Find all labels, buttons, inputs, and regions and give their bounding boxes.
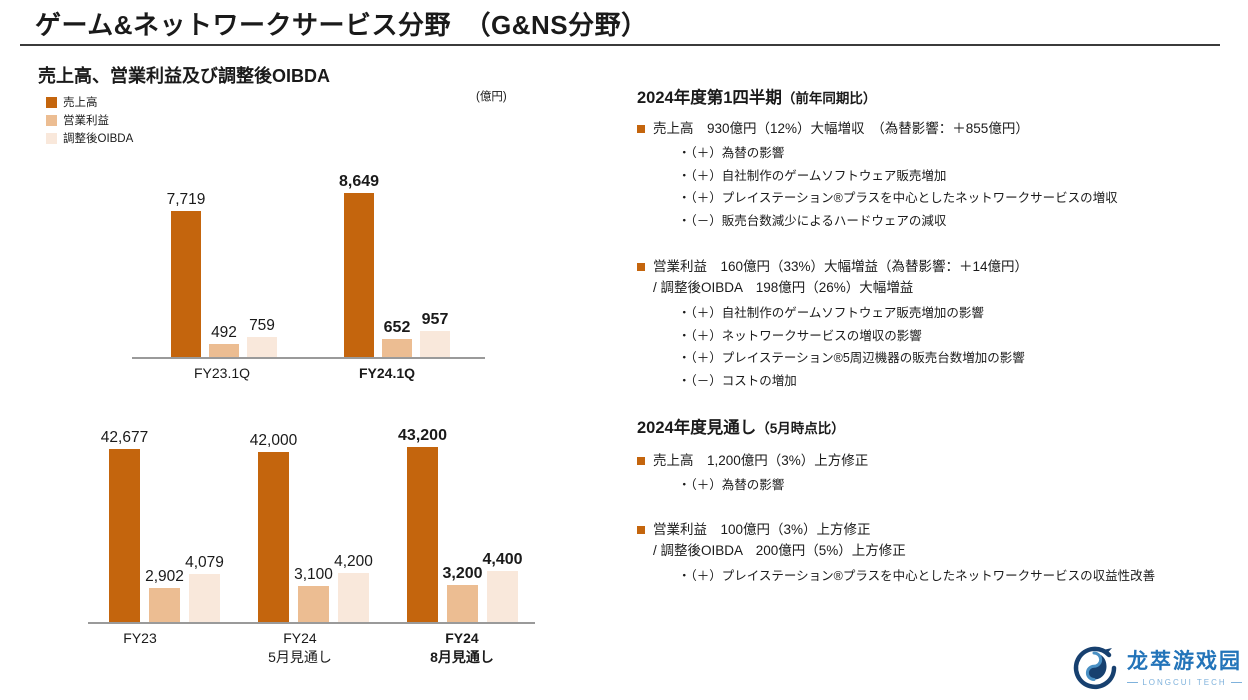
bar-value-label: 4,200 bbox=[334, 553, 373, 570]
bar-value-label: 652 bbox=[383, 319, 411, 336]
bullet-block-operating-income-q1: 営業利益 160億円（33%）大幅増益（為替影響：＋14億円） / 調整後OIB… bbox=[637, 257, 1237, 392]
logo-subtitle-text: LONGCUI TECH bbox=[1142, 678, 1227, 687]
sub-bullet: ・（＋）為替の影響 bbox=[678, 478, 785, 492]
bullet-headline-second-line: / 調整後OIBDA 200億円（5%）上方修正 bbox=[653, 542, 906, 558]
page-title: ゲーム&ネットワークサービス分野 （G&NS分野） bbox=[35, 10, 648, 40]
legend-item-sales: 売上高 bbox=[46, 93, 133, 111]
sub-bullet-list: ・（＋）為替の影響 bbox=[637, 474, 1237, 497]
chart-section-title: 売上高、営業利益及び調整後OIBDA bbox=[38, 66, 330, 86]
sub-bullet: ・（＋）ネットワークサービスの増収の影響 bbox=[678, 328, 922, 343]
bar-operating-income bbox=[382, 339, 412, 357]
sub-bullet: ・（－）コストの増加 bbox=[678, 373, 797, 388]
bar-adjusted-oibda bbox=[338, 573, 369, 622]
logo-subtitle: LONGCUI TECH bbox=[1127, 678, 1242, 687]
bar-value-label: 3,100 bbox=[294, 566, 333, 583]
logo-dash-left bbox=[1127, 682, 1139, 683]
bar-value-label: 492 bbox=[211, 324, 237, 341]
bullet-headline-second-line: / 調整後OIBDA 198億円（26%）大幅増益 bbox=[653, 280, 914, 295]
sub-bullet: ・（＋）自社制作のゲームソフトウェア販売増加 bbox=[678, 168, 947, 183]
logo-name: 龙萃游戏园 bbox=[1127, 650, 1242, 673]
bar-value-label: 957 bbox=[421, 311, 449, 328]
bullet-block-sales-outlook: 売上高 1,200億円（3%）上方修正 ・（＋）為替の影響 bbox=[637, 451, 1237, 497]
bar-sales bbox=[258, 452, 289, 622]
bar-operating-income bbox=[298, 586, 329, 622]
bullet-square-icon bbox=[637, 457, 645, 465]
x-axis-chart2 bbox=[88, 622, 535, 624]
sub-bullet-list: ・（＋）プレイステーション®プラスを中心としたネットワークサービスの収益性改善 bbox=[637, 565, 1237, 588]
bullet-square-icon bbox=[637, 125, 645, 133]
logo-text: 龙萃游戏园 LONGCUI TECH bbox=[1127, 645, 1242, 687]
category-label: FY24 8月見通し bbox=[430, 630, 494, 665]
legend-swatch-adjusted-oibda bbox=[46, 132, 57, 144]
bar-adjusted-oibda bbox=[487, 571, 518, 622]
bar-value-label: 4,079 bbox=[185, 554, 224, 571]
legend-label-operating-income: 営業利益 bbox=[63, 115, 109, 127]
legend-item-operating-income: 営業利益 bbox=[46, 111, 133, 129]
bar-adjusted-oibda bbox=[420, 331, 450, 357]
chart-legend: 売上高 営業利益 調整後OIBDA bbox=[46, 93, 133, 147]
category-label: FY24 5月見通し bbox=[268, 630, 332, 665]
legend-label-adjusted-oibda: 調整後OIBDA bbox=[63, 133, 134, 145]
bullet-block-operating-income-outlook: 営業利益 100億円（3%）上方修正 / 調整後OIBDA 200億円（5%）上… bbox=[637, 520, 1237, 588]
logo-dragon-circle-icon bbox=[1073, 646, 1117, 690]
bullet-block-sales-q1: 売上高 930億円（12%）大幅増収 （為替影響：＋855億円） ・（＋）為替の… bbox=[637, 119, 1237, 232]
sub-bullet: ・（＋）自社制作のゲームソフトウェア販売増加の影響 bbox=[678, 306, 984, 320]
sub-bullet: ・（＋）為替の影響 bbox=[678, 146, 785, 160]
bullet-headline: 売上高 930億円（12%）大幅増収 （為替影響：＋855億円） bbox=[637, 119, 1237, 139]
legend-swatch-sales bbox=[46, 96, 57, 108]
sub-bullet: ・（－）販売台数減少によるハードウェアの減収 bbox=[678, 213, 947, 228]
bullet-headline-text: 営業利益 100億円（3%）上方修正 bbox=[653, 521, 871, 537]
bar-value-label: 7,719 bbox=[166, 191, 206, 208]
bar-value-label: 42,000 bbox=[249, 432, 298, 449]
bar-adjusted-oibda bbox=[247, 337, 277, 357]
bullet-square-icon bbox=[637, 525, 645, 534]
sub-bullet: ・（＋）プレイステーション®プラスを中心としたネットワークサービスの収益性改善 bbox=[678, 568, 1156, 583]
section-q1-results: 2024年度第1四半期（前年同期比） 売上高 930億円（12%）大幅増収 （為… bbox=[637, 88, 1237, 392]
bar-operating-income bbox=[149, 588, 180, 622]
bar-value-label: 8,649 bbox=[338, 173, 380, 190]
bullet-headline-text: 売上高 930億円（12%）大幅増収 （為替影響：＋855億円） bbox=[653, 121, 1029, 136]
legend-item-adjusted-oibda: 調整後OIBDA bbox=[46, 129, 133, 147]
category-label: FY23 bbox=[123, 630, 157, 646]
bar-value-label: 43,200 bbox=[398, 427, 447, 444]
x-axis-chart1 bbox=[132, 357, 485, 359]
bar-value-label: 42,677 bbox=[100, 429, 149, 446]
bar-adjusted-oibda bbox=[189, 574, 220, 622]
bar-value-label: 4,400 bbox=[482, 551, 523, 568]
bullet-headline: 営業利益 160億円（33%）大幅増益（為替影響：＋14億円） bbox=[637, 257, 1237, 277]
category-label: FY24.1Q bbox=[358, 365, 416, 381]
bar-sales bbox=[109, 449, 140, 622]
bar-value-label: 759 bbox=[249, 317, 275, 334]
section-heading-q1: 2024年度第1四半期（前年同期比） bbox=[637, 89, 877, 107]
section-fy-outlook: 2024年度見通し（5月時点比） 売上高 1,200億円（3%）上方修正 ・（＋… bbox=[637, 418, 1237, 587]
sub-bullet: ・（＋）プレイステーション®5周辺機器の販売台数増加の影響 bbox=[678, 351, 1025, 365]
bullet-headline-text: 売上高 1,200億円（3%）上方修正 bbox=[653, 453, 869, 468]
category-label: FY23.1Q bbox=[193, 365, 251, 381]
bullet-headline: 売上高 1,200億円（3%）上方修正 bbox=[637, 451, 1237, 471]
bar-value-label: 3,200 bbox=[442, 565, 483, 582]
chart-unit-label: (億円) bbox=[476, 91, 507, 103]
bar-operating-income bbox=[209, 344, 239, 357]
title-underline bbox=[20, 44, 1220, 46]
logo-dash-right bbox=[1230, 682, 1242, 683]
sub-bullet-list: ・（＋）自社制作のゲームソフトウェア販売増加の影響 ・（＋）ネットワークサービスの… bbox=[637, 302, 1237, 392]
bar-operating-income bbox=[447, 585, 478, 622]
sub-bullet: ・（＋）プレイステーション®プラスを中心としたネットワークサービスの増収 bbox=[678, 191, 1118, 205]
section-heading-outlook: 2024年度見通し（5月時点比） bbox=[637, 419, 845, 437]
bar-sales bbox=[344, 193, 374, 357]
bar-sales bbox=[407, 447, 438, 622]
bar-value-label: 2,902 bbox=[145, 568, 184, 585]
legend-swatch-operating-income bbox=[46, 114, 57, 126]
bullet-headline-text: 営業利益 160億円（33%）大幅増益（為替影響：＋14億円） bbox=[653, 259, 1029, 274]
site-logo[interactable]: 龙萃游戏园 LONGCUI TECH bbox=[1070, 642, 1242, 690]
sub-bullet-list: ・（＋）為替の影響・（＋）自社制作のゲームソフトウェア販売増加・（＋）プレイステ… bbox=[637, 142, 1237, 232]
bullet-square-icon bbox=[637, 263, 645, 271]
bar-sales bbox=[171, 211, 201, 357]
legend-label-sales: 売上高 bbox=[63, 97, 98, 109]
bullet-headline: 営業利益 100億円（3%）上方修正 bbox=[637, 520, 1237, 540]
